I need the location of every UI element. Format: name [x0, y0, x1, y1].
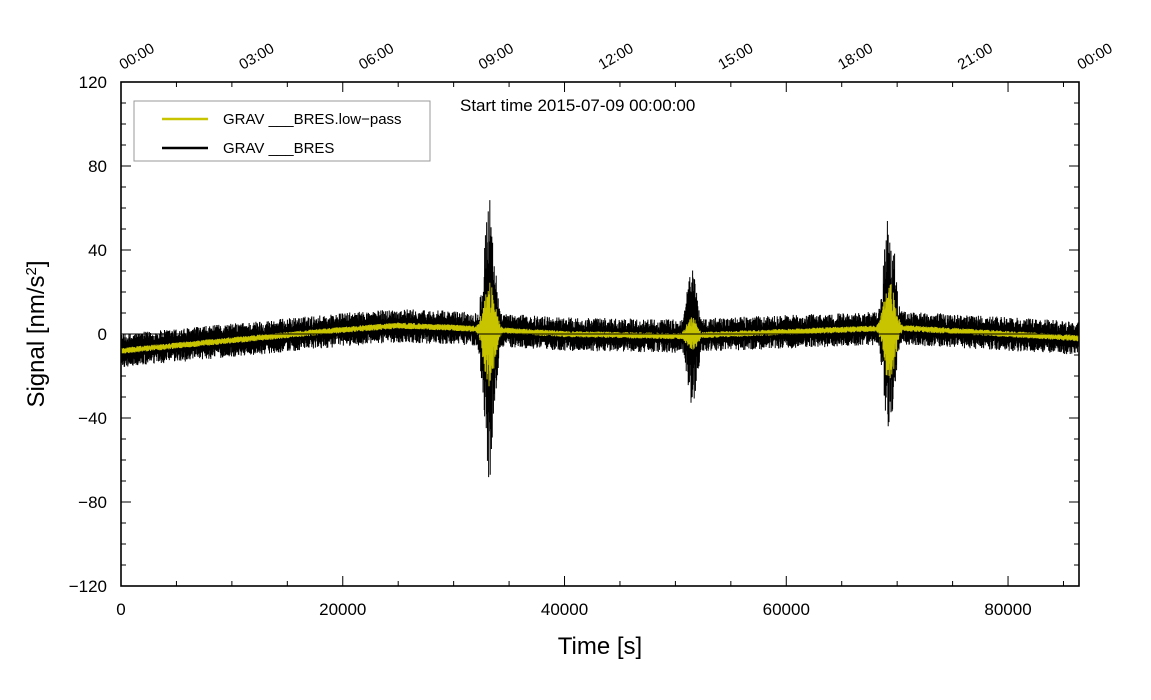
- top-time-label: 15:00: [715, 40, 756, 73]
- y-tick-label: 40: [88, 241, 107, 260]
- legend-box: [133, 100, 431, 162]
- y-tick-label: 0: [98, 325, 107, 344]
- y-axis-title-superscript: 2: [23, 267, 40, 275]
- x-axis-title: Time [s]: [558, 633, 642, 660]
- legend: GRAV ___BRES.low−pass GRAV ___BRES: [133, 100, 431, 162]
- y-tick-label: 120: [79, 73, 107, 92]
- x-tick-label: 60000: [763, 600, 810, 619]
- x-tick-label: 20000: [319, 600, 366, 619]
- y-axis-title: Signal [nm/s2]: [23, 260, 51, 407]
- y-tick-label: −120: [69, 577, 107, 596]
- top-time-label: 03:00: [236, 40, 277, 73]
- top-time-label: 18:00: [835, 40, 876, 73]
- y-axis: −120 −80 −40 0 40 80 120: [69, 73, 1079, 596]
- y-axis-title-close: ]: [23, 260, 50, 267]
- top-time-label: 09:00: [476, 40, 517, 73]
- top-time-label: 12:00: [596, 40, 637, 73]
- top-time-label: 06:00: [356, 40, 397, 73]
- y-axis-title-main: Signal [nm/s: [23, 275, 50, 407]
- y-tick-label: −40: [78, 409, 107, 428]
- top-time-axis: 00:00 03:00 06:00 09:00 12:00 15:00 18:00 21:00…: [117, 40, 1116, 73]
- legend-label-raw: GRAV ___BRES: [223, 140, 334, 157]
- x-tick-label: 40000: [541, 600, 588, 619]
- x-tick-label: 80000: [984, 600, 1031, 619]
- y-tick-label: 80: [88, 157, 107, 176]
- y-tick-label: −80: [78, 493, 107, 512]
- top-time-label: 21:00: [955, 40, 996, 73]
- top-time-label: 00:00: [117, 40, 158, 73]
- x-axis: 0 20000 40000 60000 80000: [116, 82, 1064, 619]
- start-time-annotation: Start time 2015-07-09 00:00:00: [460, 96, 695, 115]
- x-tick-label: 0: [116, 600, 125, 619]
- legend-label-lowpass: GRAV ___BRES.low−pass: [223, 111, 402, 128]
- plot-area: [120, 200, 1080, 478]
- top-time-label: 00:00: [1075, 40, 1116, 73]
